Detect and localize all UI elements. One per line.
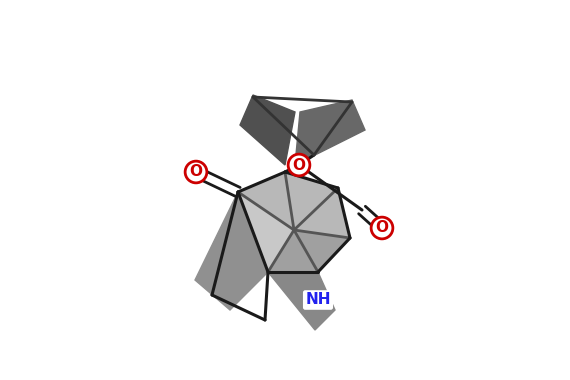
Text: O: O (292, 157, 306, 173)
Polygon shape (240, 95, 295, 165)
Polygon shape (238, 172, 350, 238)
Text: NH: NH (306, 293, 331, 307)
Text: O: O (376, 220, 389, 236)
Polygon shape (295, 100, 365, 165)
Polygon shape (268, 230, 350, 272)
Polygon shape (238, 192, 294, 272)
Polygon shape (195, 192, 268, 310)
Polygon shape (268, 272, 335, 330)
Text: O: O (189, 165, 202, 179)
